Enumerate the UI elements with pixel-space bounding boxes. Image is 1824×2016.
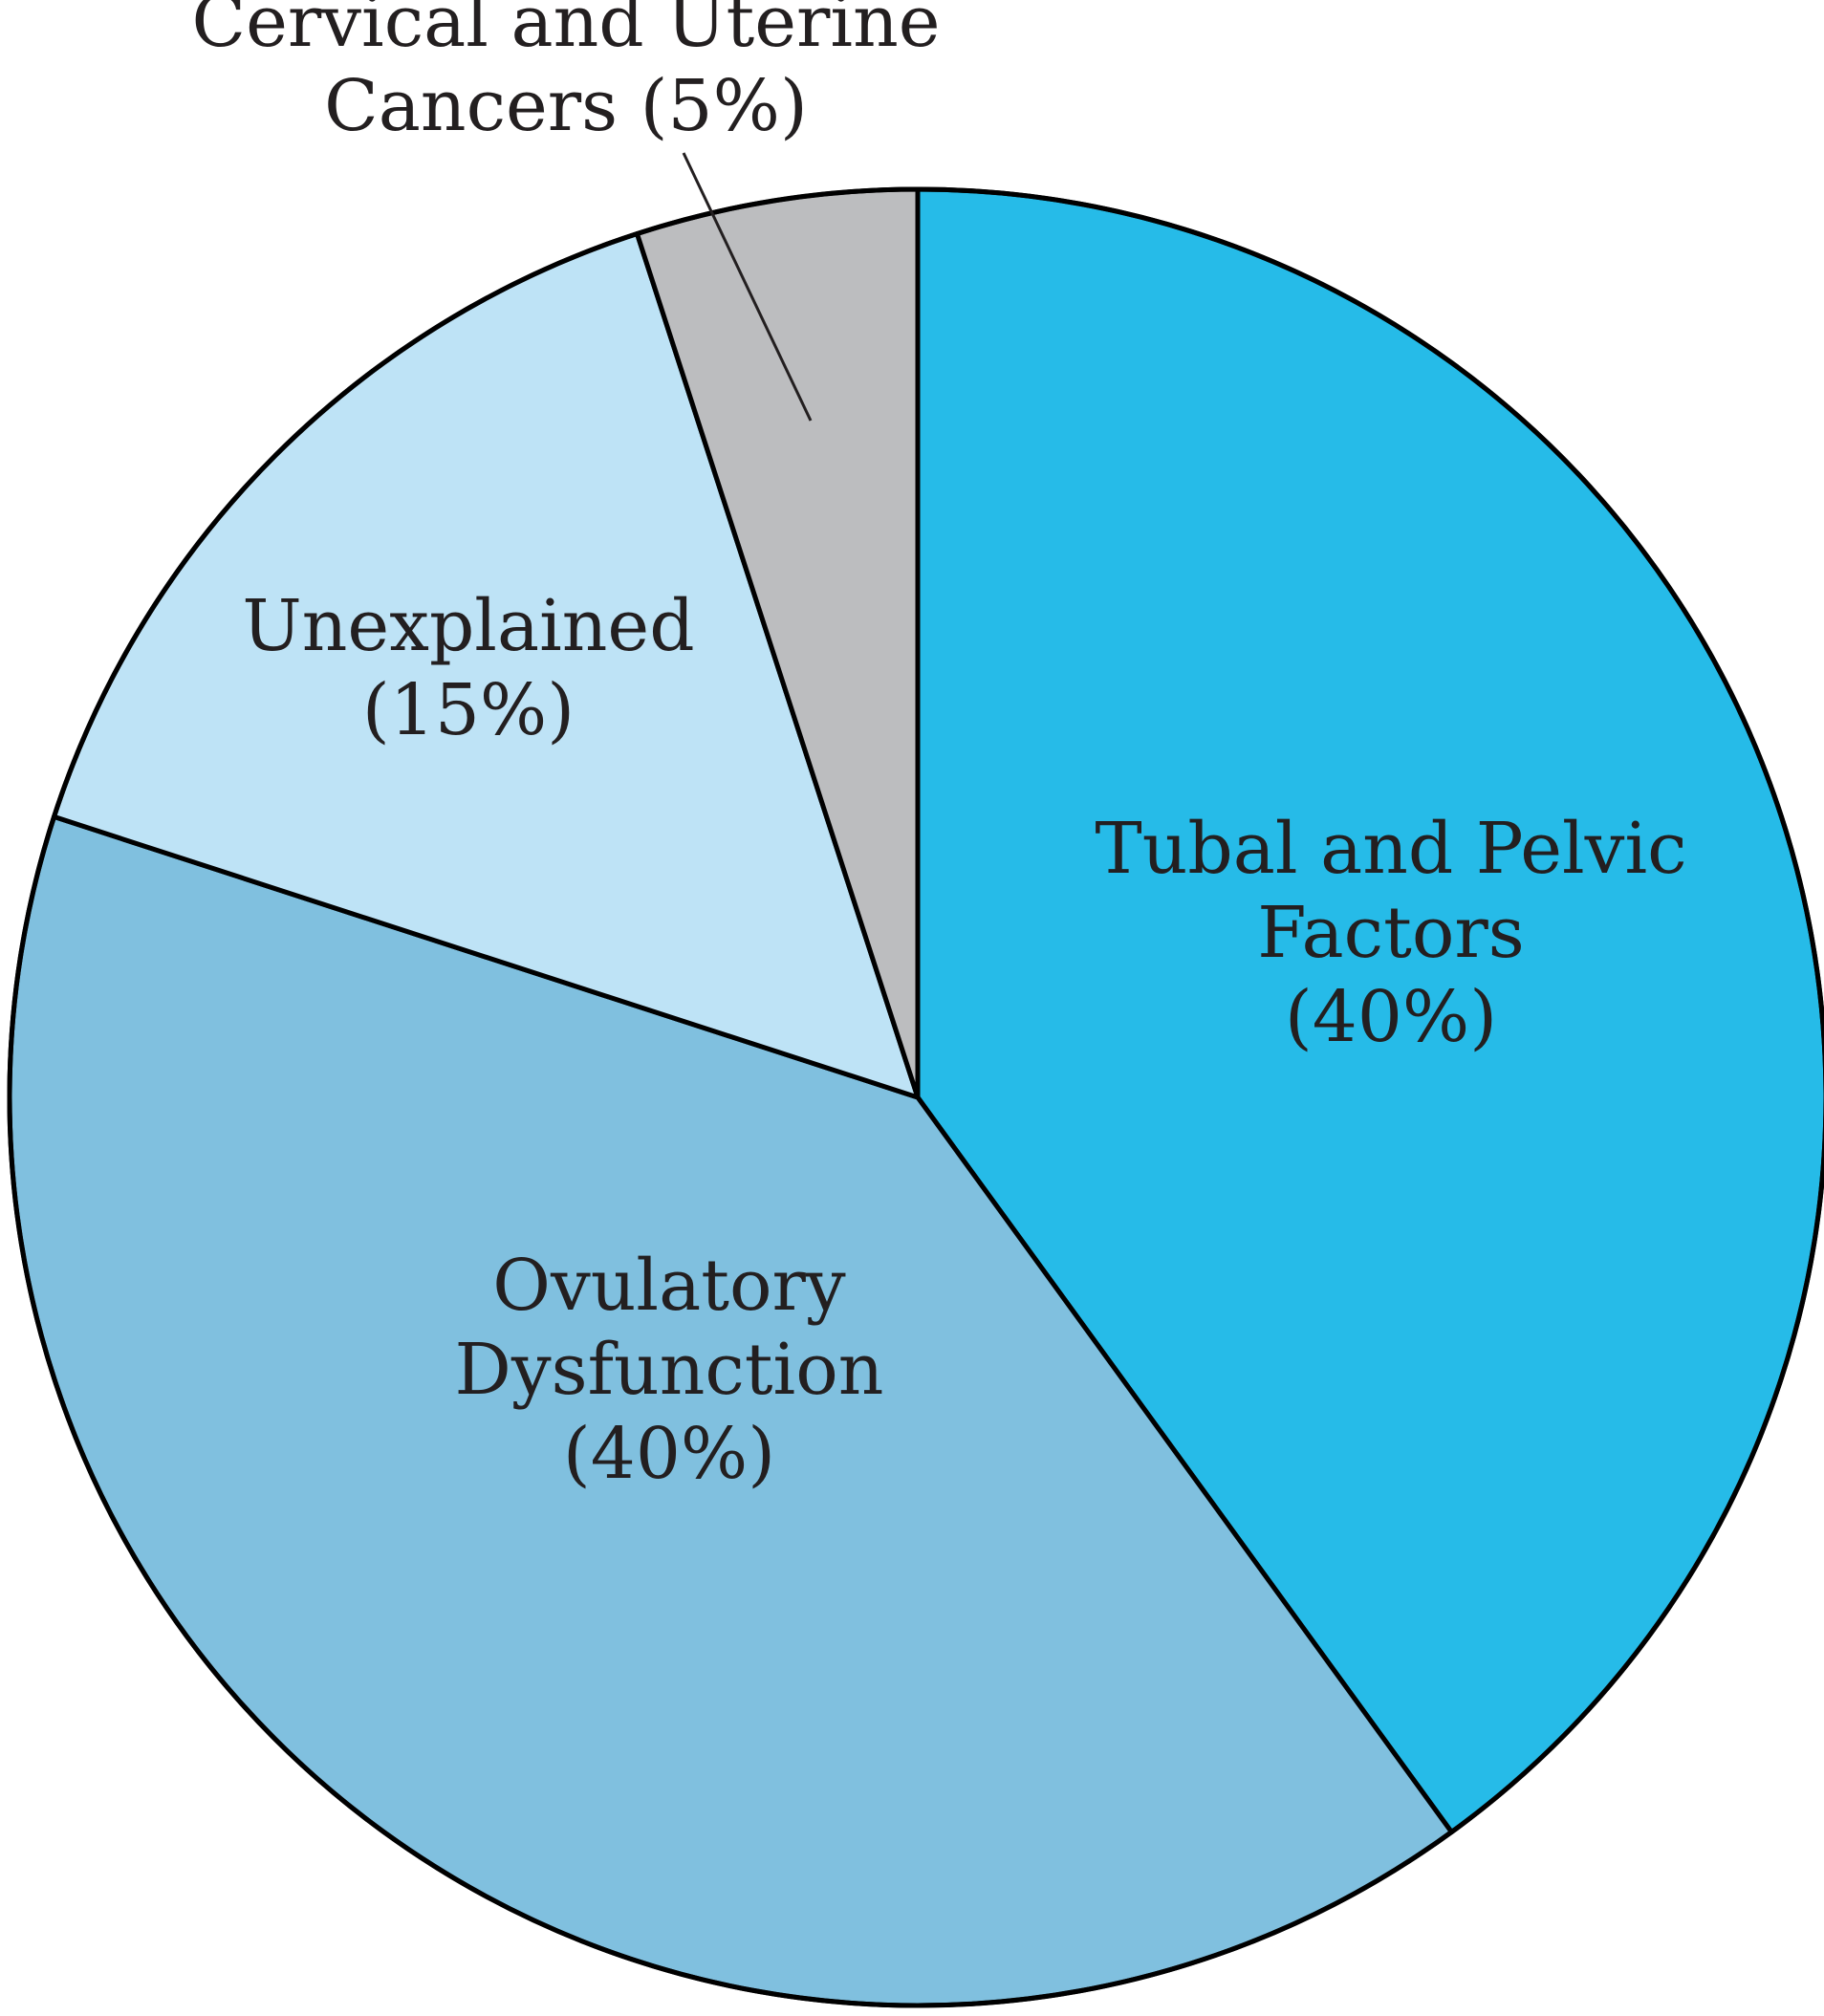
pie-slices xyxy=(7,186,1824,2008)
slice-labels: Tubal and Pelvic Factors (40%)Ovulatory Dys… xyxy=(191,0,1686,1495)
slice-label-line: Cancers (5%) xyxy=(324,65,808,147)
slice-label-line: Unexplained xyxy=(242,585,694,667)
slice-label-line: Cervical and Uterine xyxy=(191,0,940,63)
slice-label-line: Dysfunction xyxy=(455,1329,884,1411)
slice-label-line: Tubal and Pelvic xyxy=(1095,808,1686,890)
slice-label-unexplained: Unexplained (15%) xyxy=(242,585,694,751)
slice-label-line: Ovulatory xyxy=(492,1245,846,1327)
pie-outline xyxy=(7,186,1824,2008)
slice-label-line: (15%) xyxy=(362,669,575,751)
slice-label-ovulatory: Ovulatory Dysfunction (40%) xyxy=(455,1245,884,1495)
slice-label-cervical-uterine: Cervical and Uterine Cancers (5%) xyxy=(191,0,940,147)
leader-line-cervical-uterine xyxy=(682,152,813,422)
slice-label-line: Factors xyxy=(1257,892,1525,974)
slice-label-tubal-pelvic: Tubal and Pelvic Factors (40%) xyxy=(1095,808,1686,1058)
slice-label-line: (40%) xyxy=(1285,976,1497,1058)
slice-label-line: (40%) xyxy=(563,1413,775,1495)
